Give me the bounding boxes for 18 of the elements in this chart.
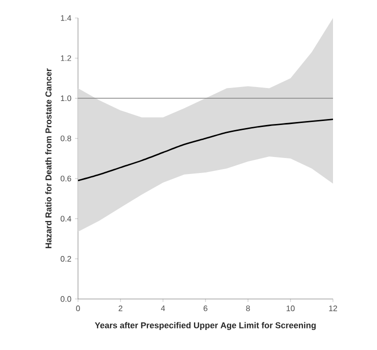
- x-tick-label: 12: [329, 306, 338, 312]
- line-series: [77, 118, 334, 182]
- x-tick-label: 2: [118, 306, 122, 312]
- x-tick-label: 10: [286, 306, 295, 312]
- x-tick-label: 8: [246, 306, 250, 312]
- y-tick-label: 0.6: [60, 176, 72, 182]
- x-tick-label: 4: [160, 306, 165, 312]
- y-axis-title: Hazard Ratio for Death from Prostate Cancer: [45, 68, 52, 248]
- y-tick-label: 0.0: [60, 296, 72, 302]
- y-tick-label: 1.2: [60, 55, 72, 61]
- y-tick-label: 1.0: [60, 95, 72, 102]
- y-tick-label: 0.8: [60, 136, 72, 142]
- x-axis-title: Years after Prespecified Upper Age Limit for Screening: [94, 322, 316, 330]
- x-tick-label: 0: [76, 306, 80, 312]
- y-tick-label: 0.2: [60, 256, 72, 262]
- y-tick-label: 0.4: [60, 216, 72, 222]
- x-tick-label: 6: [204, 306, 208, 312]
- y-tick-label: 1.4: [60, 15, 72, 21]
